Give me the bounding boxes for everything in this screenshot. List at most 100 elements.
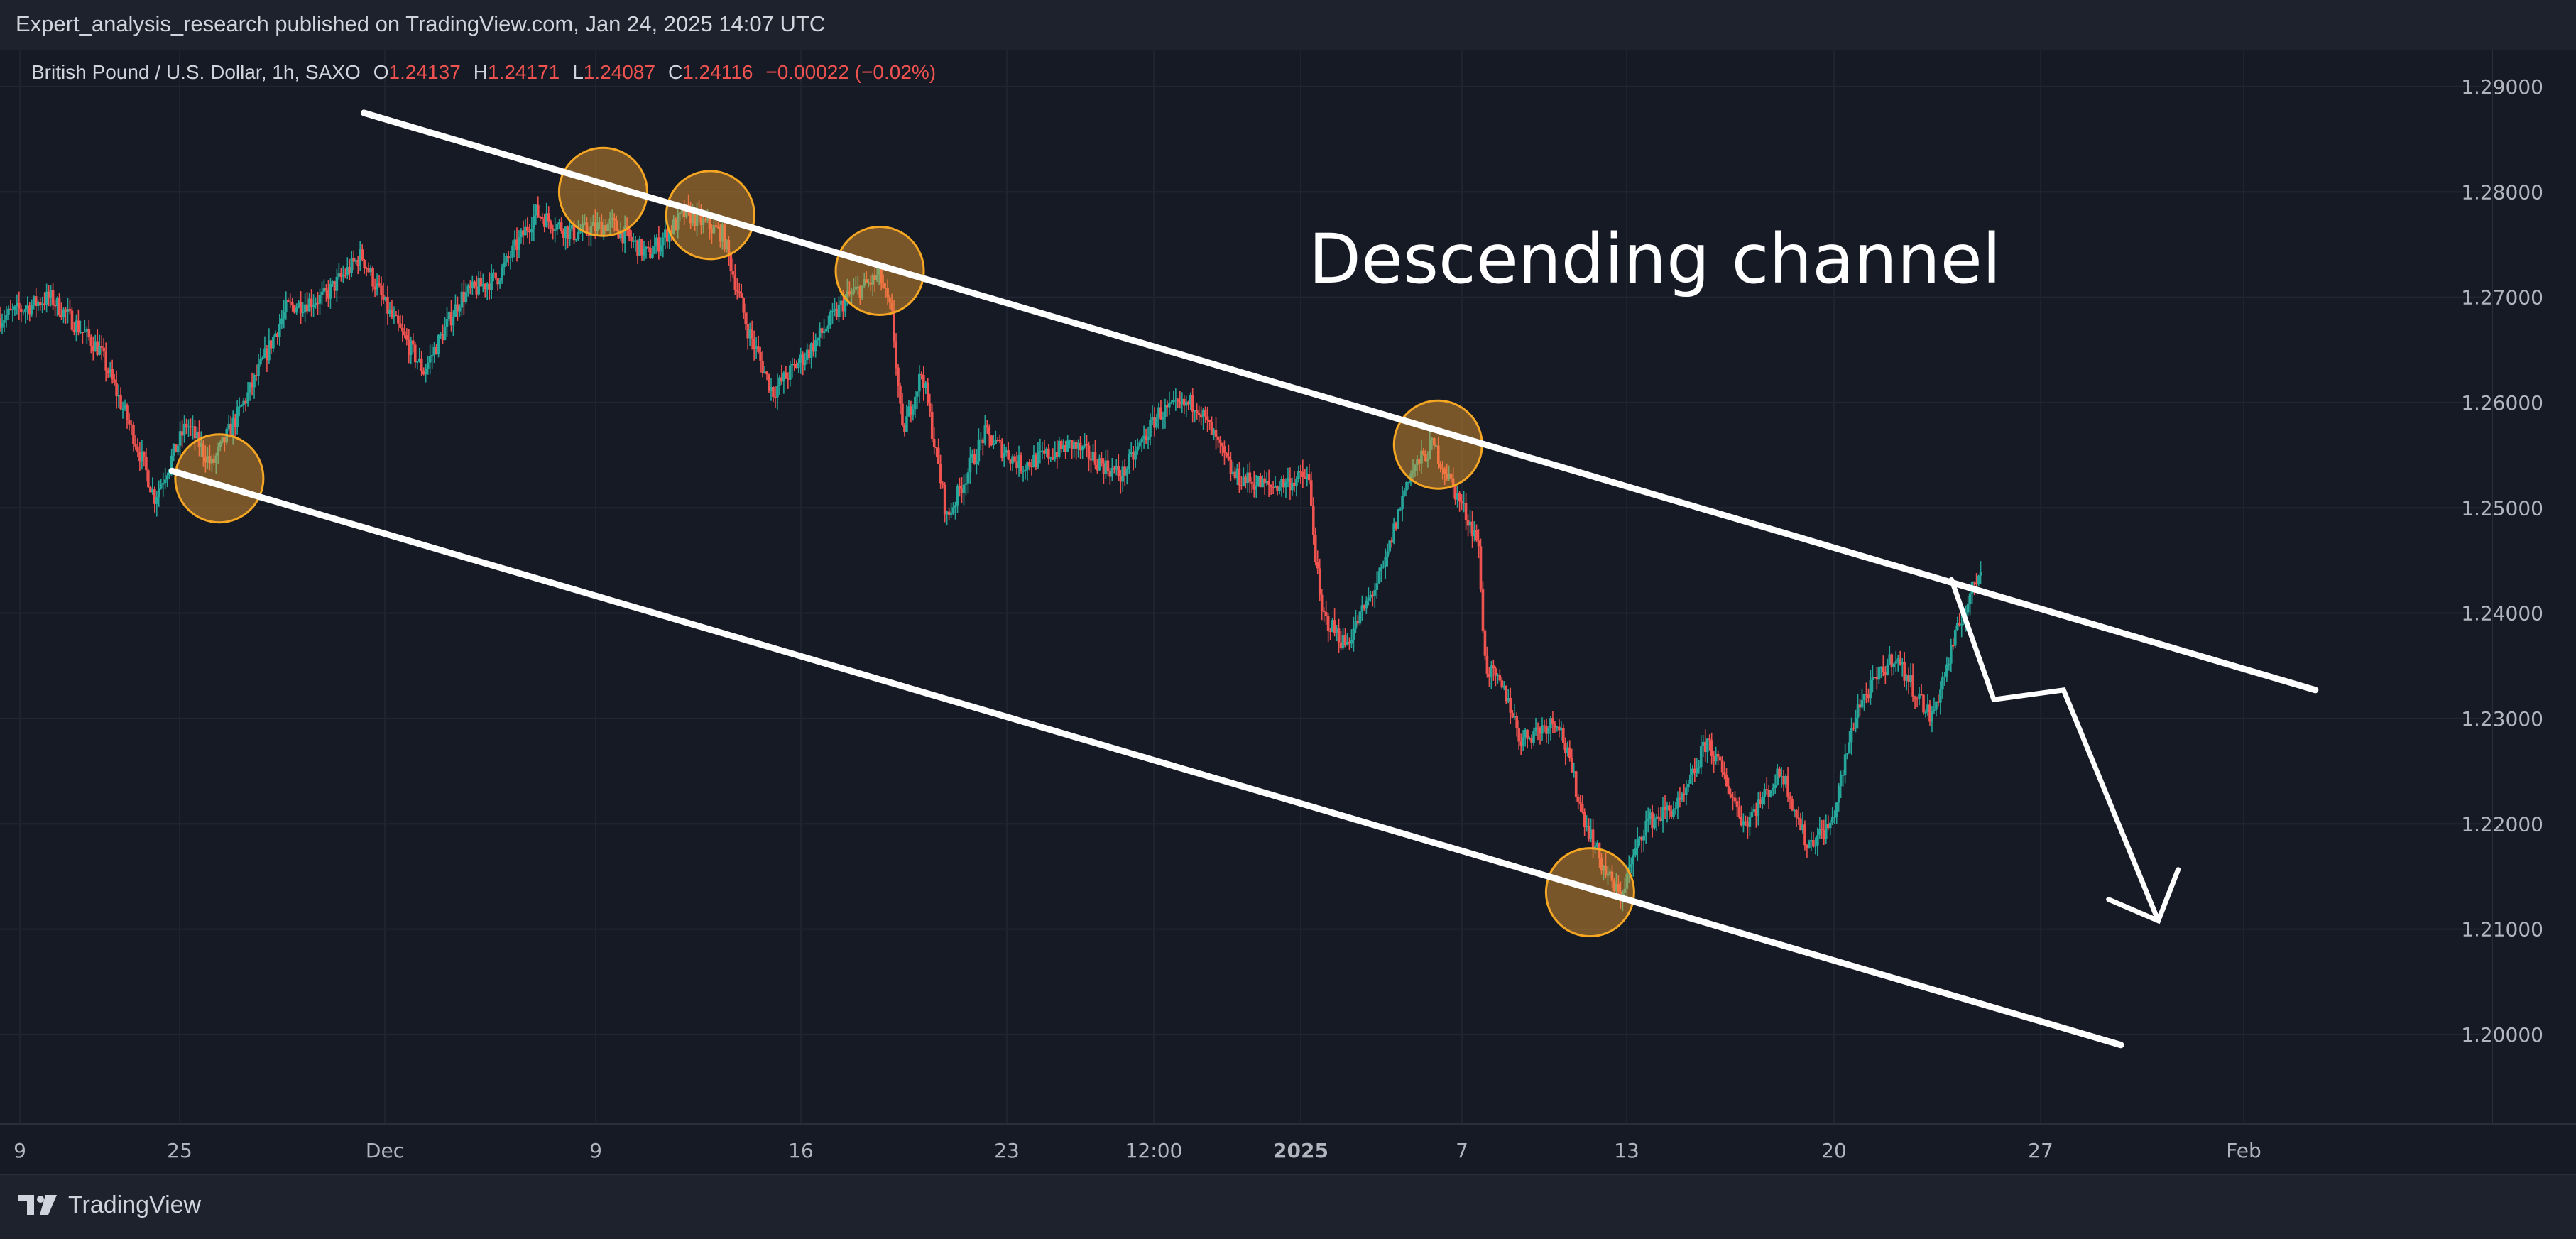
candle-body xyxy=(163,479,167,484)
candle-body xyxy=(844,298,847,312)
candle-body xyxy=(1348,641,1351,644)
candle-body xyxy=(346,266,349,275)
candle-body xyxy=(1909,675,1912,682)
candle-body xyxy=(1270,484,1272,488)
candle-body xyxy=(941,483,944,485)
candle-body xyxy=(888,297,891,303)
candle-body xyxy=(899,386,902,404)
candle-body xyxy=(725,240,728,250)
tradingview-logo[interactable]: TradingView xyxy=(17,1191,201,1219)
candle-body xyxy=(640,239,643,256)
candle-body xyxy=(132,425,135,445)
candle-body xyxy=(691,212,694,224)
candle-body xyxy=(890,302,893,310)
candle-body xyxy=(286,300,290,302)
candle-body xyxy=(388,309,391,314)
candle-body xyxy=(1968,593,1972,604)
candle-body xyxy=(1235,468,1239,479)
candle-body xyxy=(930,411,934,440)
candle-body xyxy=(1979,572,1982,576)
candle-body xyxy=(1470,521,1474,537)
candle-body xyxy=(1020,455,1022,471)
candle-body xyxy=(1466,520,1470,526)
candle-body xyxy=(1746,822,1750,827)
candle-body xyxy=(1128,454,1131,469)
candle-body xyxy=(975,461,978,464)
candle-body xyxy=(60,315,63,318)
candle-body xyxy=(259,359,262,365)
candle-body xyxy=(104,351,107,371)
candle-body xyxy=(40,303,44,306)
candle-body xyxy=(740,293,743,298)
candle-body xyxy=(850,293,853,295)
candle-body xyxy=(1727,786,1730,795)
candle-body xyxy=(1102,463,1106,474)
candle-body xyxy=(417,358,421,362)
legend-symbol: British Pound / U.S. Dollar, 1h, SAXO xyxy=(31,61,361,83)
candle-body xyxy=(1059,440,1063,449)
candle-body xyxy=(242,400,245,405)
candle-body xyxy=(1390,540,1393,543)
candle-body xyxy=(221,437,224,442)
candle-body xyxy=(1179,401,1181,405)
candle-body xyxy=(780,377,783,382)
legend-open-label: O xyxy=(373,61,389,83)
candle-body xyxy=(1653,819,1656,829)
candle-body xyxy=(1468,521,1472,526)
candle-body xyxy=(1177,399,1179,402)
candle-body xyxy=(755,346,758,349)
candle-body xyxy=(1899,658,1901,665)
candle-body xyxy=(290,302,294,305)
candle-body xyxy=(333,281,337,291)
candle-body xyxy=(530,229,533,233)
candle-body xyxy=(1451,478,1455,486)
candle-body xyxy=(432,347,436,355)
candle-body xyxy=(1081,446,1084,451)
candle-body xyxy=(1892,663,1896,667)
candle-body xyxy=(1574,771,1578,797)
candle-body xyxy=(234,417,236,427)
candle-body xyxy=(359,249,361,266)
candle-body xyxy=(1093,452,1097,465)
candle-body xyxy=(320,291,324,295)
candle-body xyxy=(100,346,104,348)
candle-body xyxy=(924,383,927,388)
touch-circle xyxy=(1392,399,1483,490)
candle-body xyxy=(322,288,326,292)
candle-body xyxy=(509,257,512,259)
candle-body xyxy=(441,334,444,341)
candle-body xyxy=(807,349,811,358)
candle-body xyxy=(1485,655,1489,674)
candle-body xyxy=(676,213,680,230)
candle-body xyxy=(501,267,503,281)
candle-body xyxy=(1125,469,1129,476)
candle-body xyxy=(1532,731,1535,743)
candle-body xyxy=(1231,471,1235,474)
candle-body xyxy=(736,289,739,292)
candle-body xyxy=(16,302,18,307)
candle-body xyxy=(1189,395,1192,405)
candle-body xyxy=(288,301,292,303)
candle-body xyxy=(708,218,711,229)
candle-body xyxy=(278,324,281,337)
candle-body xyxy=(721,224,724,242)
candle-body xyxy=(858,286,862,298)
candle-body xyxy=(1186,401,1190,405)
candle-body xyxy=(1769,790,1773,797)
candle-body xyxy=(280,318,283,324)
chart-plot-area[interactable] xyxy=(0,50,2576,1174)
candle-body xyxy=(1564,743,1567,753)
candle-body xyxy=(653,246,656,254)
symbol-legend[interactable]: British Pound / U.S. Dollar, 1h, SAXO O … xyxy=(31,61,936,84)
candle-body xyxy=(572,224,576,241)
candlestick-series xyxy=(0,194,1982,912)
candle-body xyxy=(1091,452,1095,461)
candle-body xyxy=(155,497,158,504)
candle-body xyxy=(1742,821,1745,826)
price-tick-label: 1.20000 xyxy=(2461,1023,2543,1047)
candle-body xyxy=(1287,478,1289,482)
candle-body xyxy=(1295,479,1298,486)
candle-body xyxy=(109,369,111,373)
candle-body xyxy=(301,312,305,314)
